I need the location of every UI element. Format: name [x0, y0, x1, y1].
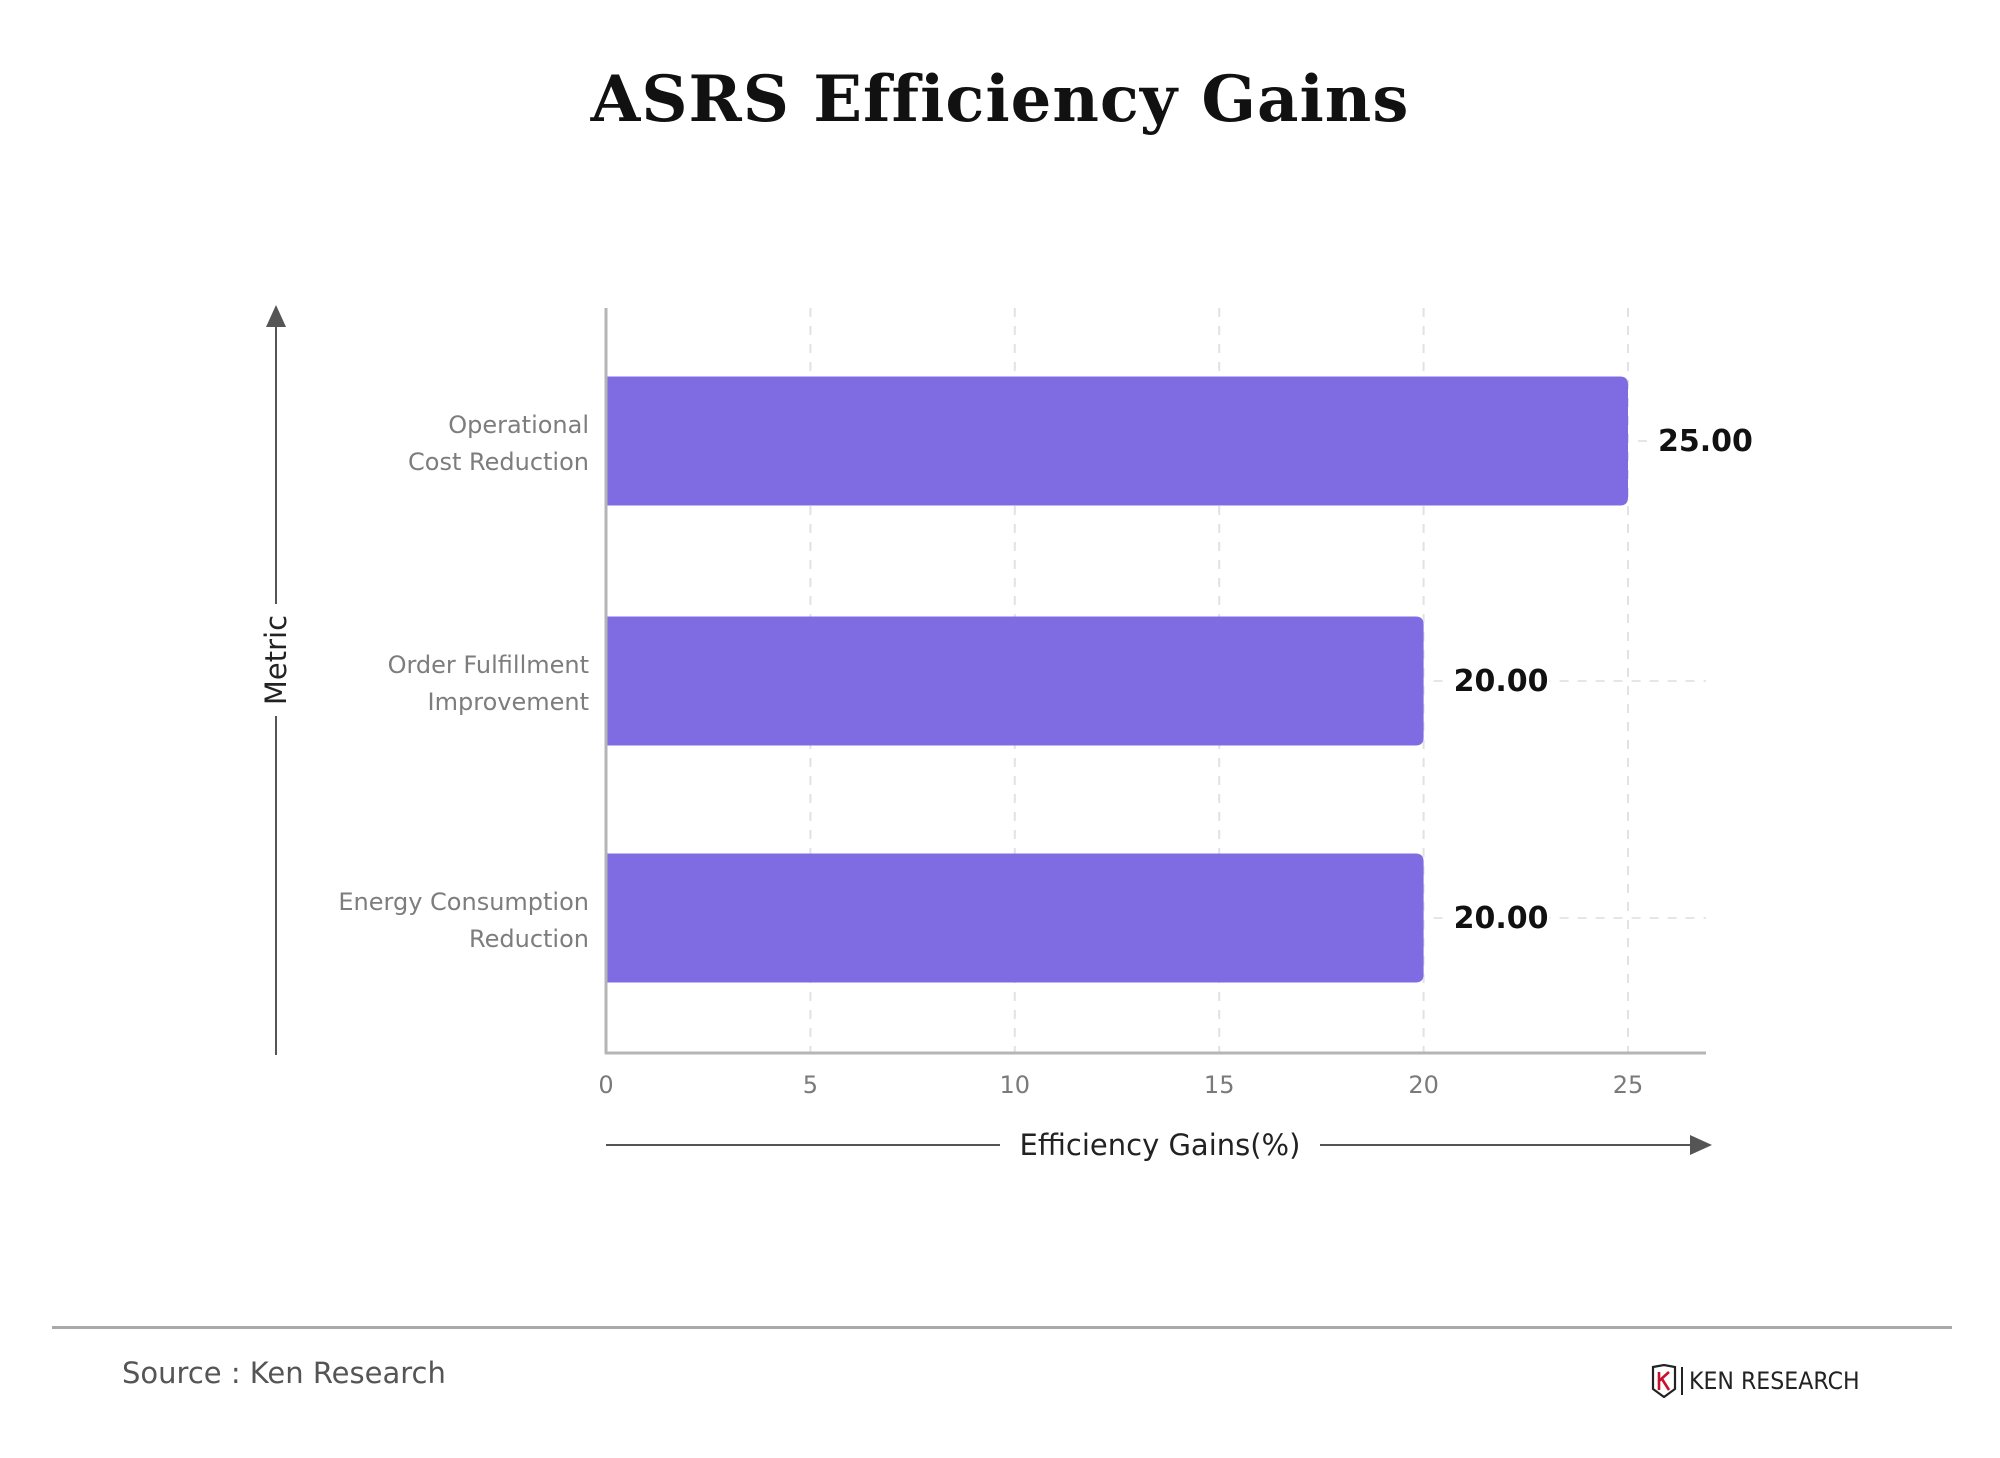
- x-tick-label: 25: [1613, 1071, 1644, 1099]
- bar-chart: 0 5 10 15 20 25 25.00 Operational Cost Reduction…: [259, 305, 1754, 1162]
- y-category-label-line: Improvement: [428, 688, 589, 716]
- x-axis-title: Efficiency Gains(%): [1020, 1128, 1301, 1162]
- bars: [606, 376, 1628, 983]
- x-title-arrow-head: [1690, 1135, 1712, 1155]
- y-category-label-line: Order Fulfillment: [388, 651, 589, 679]
- logo-k-icon: [1651, 1364, 1677, 1398]
- footer-divider: [52, 1326, 1952, 1329]
- data-label: 20.00: [1454, 664, 1549, 699]
- labels: 0 5 10 15 20 25 25.00 Operational Cost Reduction…: [259, 411, 1754, 1162]
- axes: [266, 305, 1712, 1155]
- x-tick-label: 5: [803, 1071, 818, 1099]
- ken-research-logo: KEN RESEARCH: [1651, 1361, 1874, 1401]
- logo-separator: [1681, 1367, 1683, 1395]
- x-tick-label: 20: [1408, 1071, 1439, 1099]
- y-category-label: Energy Consumption Reduction: [338, 888, 589, 953]
- bar: [606, 853, 1424, 983]
- bar: [606, 376, 1628, 506]
- y-title-arrow-head: [266, 305, 286, 327]
- logo-text: KEN RESEARCH: [1689, 1367, 1860, 1395]
- y-category-label: Operational Cost Reduction: [408, 411, 589, 476]
- data-label-bg: [1445, 894, 1550, 932]
- x-tick-label: 10: [1000, 1071, 1031, 1099]
- chart-title: ASRS Efficiency Gains: [590, 62, 1410, 137]
- bar: [606, 616, 1424, 746]
- data-label-bg: [1650, 417, 1754, 455]
- data-label: 20.00: [1454, 901, 1549, 936]
- x-tick-label: 0: [598, 1071, 613, 1099]
- y-category-label: Order Fulfillment Improvement: [388, 651, 589, 716]
- x-tick-label: 15: [1204, 1071, 1235, 1099]
- data-label-bg: [1445, 657, 1550, 695]
- y-category-label-line: Operational: [448, 411, 589, 439]
- y-category-label-line: Energy Consumption: [338, 888, 589, 916]
- source-note: Source : Ken Research: [122, 1356, 446, 1390]
- y-axis-title: Metric: [259, 615, 293, 705]
- y-category-label-line: Reduction: [469, 925, 589, 953]
- data-label: 25.00: [1658, 424, 1753, 459]
- y-category-label-line: Cost Reduction: [408, 448, 589, 476]
